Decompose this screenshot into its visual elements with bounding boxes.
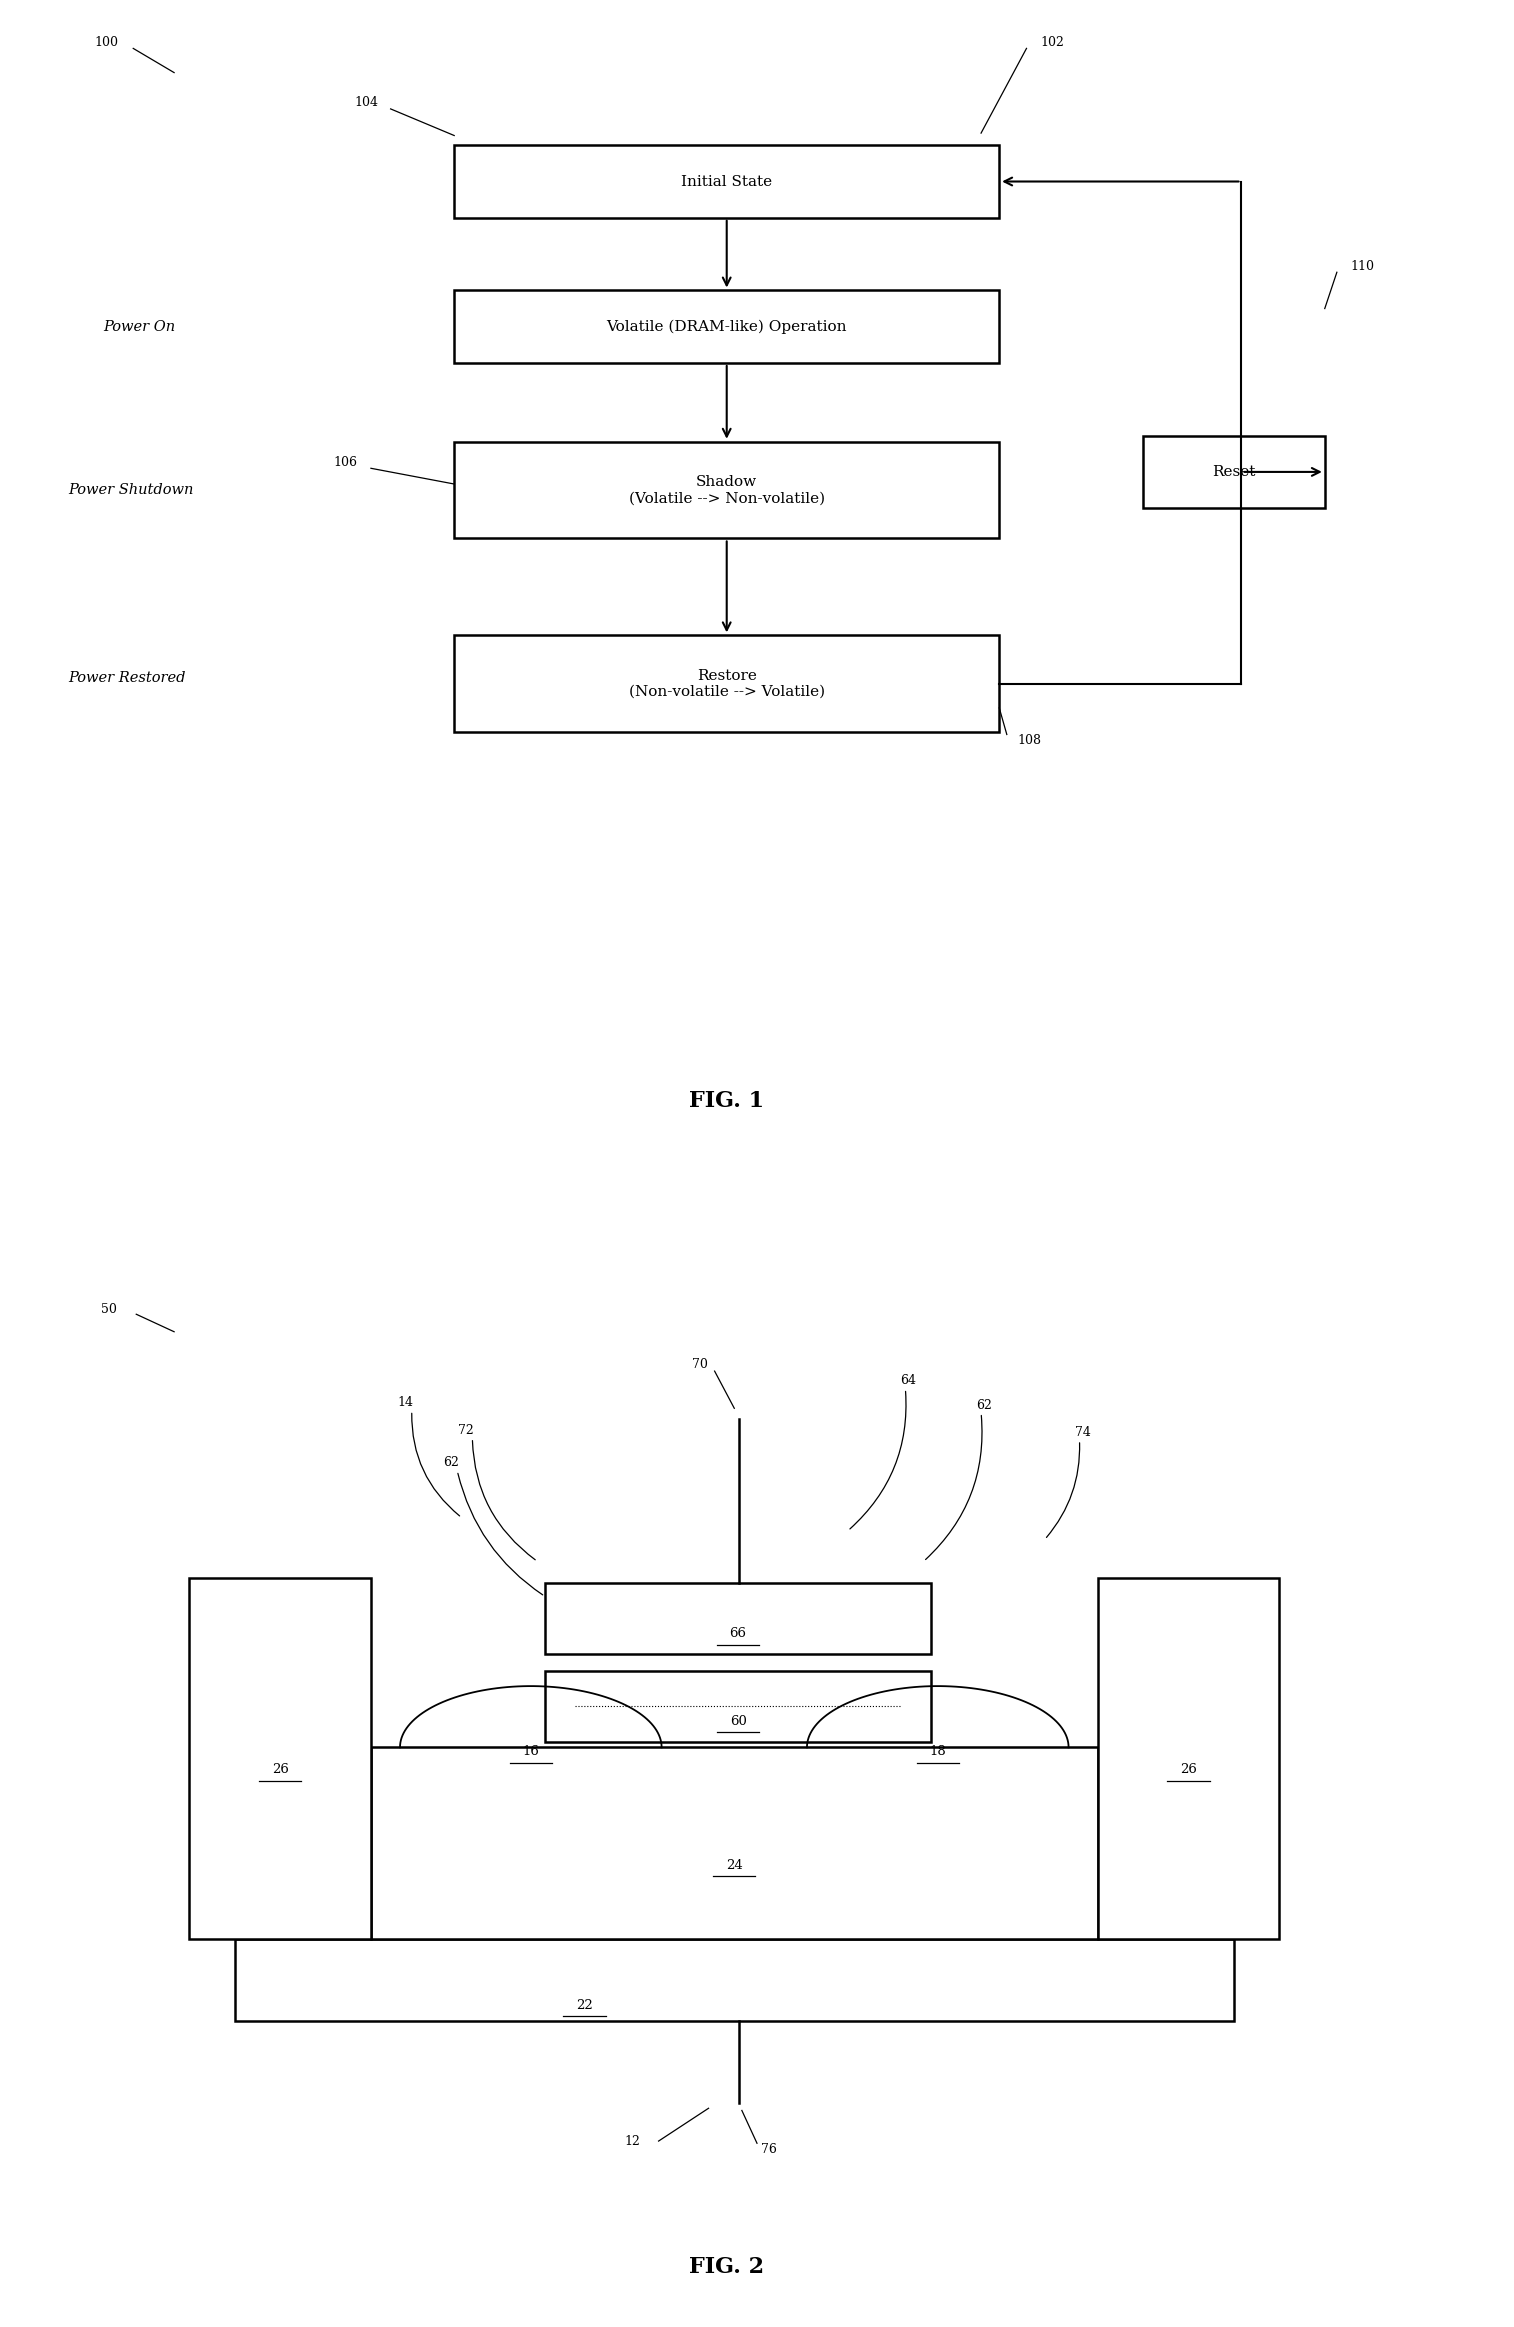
Text: 16: 16 (522, 1745, 539, 1759)
Text: 12: 12 (625, 2134, 640, 2148)
Text: 62: 62 (977, 1399, 992, 1412)
Text: 106: 106 (333, 456, 357, 468)
Text: 62: 62 (444, 1457, 459, 1468)
Text: Reset: Reset (1213, 465, 1255, 479)
Text: 24: 24 (725, 1859, 743, 1871)
FancyBboxPatch shape (235, 1938, 1234, 2020)
Text: Volatile (DRAM-like) Operation: Volatile (DRAM-like) Operation (607, 319, 846, 333)
Text: 76: 76 (762, 2143, 777, 2157)
Text: 26: 26 (1179, 1764, 1198, 1776)
Text: Power On: Power On (103, 319, 176, 333)
Text: 70: 70 (692, 1359, 707, 1371)
Text: 14: 14 (398, 1396, 413, 1410)
Text: 74: 74 (1075, 1426, 1090, 1438)
Text: Power Shutdown: Power Shutdown (68, 484, 194, 498)
Text: 18: 18 (930, 1745, 946, 1759)
Text: 26: 26 (271, 1764, 289, 1776)
Text: Shadow
(Volatile --> Non-volatile): Shadow (Volatile --> Non-volatile) (628, 475, 825, 505)
FancyBboxPatch shape (1098, 1578, 1279, 1938)
Text: 66: 66 (730, 1627, 746, 1641)
Text: 50: 50 (101, 1303, 117, 1317)
Text: 102: 102 (1040, 35, 1064, 49)
Text: Initial State: Initial State (681, 175, 772, 188)
FancyBboxPatch shape (189, 1578, 371, 1938)
FancyBboxPatch shape (1143, 435, 1325, 507)
FancyBboxPatch shape (545, 1582, 931, 1654)
Text: FIG. 1: FIG. 1 (689, 1089, 765, 1112)
Text: 60: 60 (730, 1715, 746, 1727)
Text: 100: 100 (94, 35, 118, 49)
FancyBboxPatch shape (454, 291, 999, 363)
Text: 104: 104 (354, 95, 378, 109)
Text: FIG. 2: FIG. 2 (689, 2255, 765, 2278)
FancyBboxPatch shape (454, 144, 999, 219)
Text: 72: 72 (459, 1424, 474, 1436)
FancyBboxPatch shape (454, 442, 999, 538)
Text: 22: 22 (575, 1999, 593, 2013)
Text: 64: 64 (901, 1375, 916, 1387)
FancyBboxPatch shape (454, 635, 999, 733)
FancyBboxPatch shape (371, 1748, 1098, 1938)
Text: 108: 108 (1017, 733, 1042, 747)
Text: Restore
(Non-volatile --> Volatile): Restore (Non-volatile --> Volatile) (628, 668, 825, 698)
Text: Power Restored: Power Restored (68, 670, 186, 684)
Text: 110: 110 (1350, 261, 1375, 272)
FancyBboxPatch shape (545, 1671, 931, 1743)
